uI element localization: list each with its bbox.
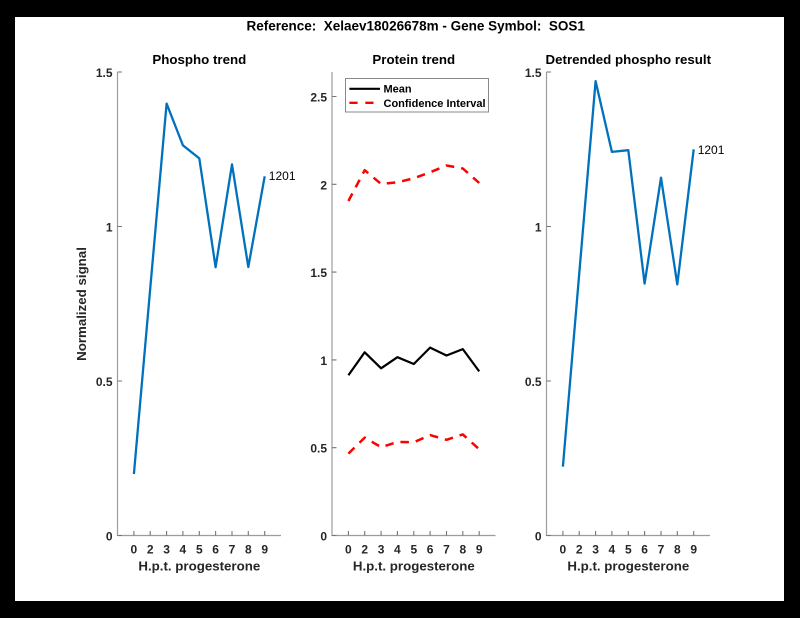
svg-text:7: 7: [658, 542, 665, 556]
svg-text:3: 3: [163, 542, 170, 556]
svg-text:2: 2: [320, 178, 327, 192]
svg-text:7: 7: [229, 542, 236, 556]
svg-text:0.5: 0.5: [525, 375, 542, 389]
svg-text:4: 4: [394, 542, 401, 556]
svg-text:9: 9: [690, 542, 697, 556]
svg-text:8: 8: [674, 542, 681, 556]
svg-text:4: 4: [609, 542, 616, 556]
svg-text:9: 9: [476, 542, 483, 556]
svg-text:1.5: 1.5: [310, 266, 327, 280]
svg-text:3: 3: [592, 542, 599, 556]
svg-text:6: 6: [427, 542, 434, 556]
svg-text:0: 0: [106, 530, 113, 544]
svg-text:4: 4: [180, 542, 187, 556]
svg-text:H.p.t. progesterone: H.p.t. progesterone: [567, 558, 689, 573]
svg-text:1201: 1201: [698, 143, 725, 157]
svg-text:Detrended phospho result: Detrended phospho result: [546, 52, 712, 67]
svg-text:1201: 1201: [269, 169, 296, 183]
svg-text:1: 1: [535, 221, 542, 235]
svg-text:0.5: 0.5: [96, 375, 113, 389]
svg-text:Normalized signal: Normalized signal: [74, 247, 89, 361]
svg-text:0: 0: [535, 530, 542, 544]
svg-text:Mean: Mean: [384, 84, 412, 96]
svg-text:1.5: 1.5: [96, 66, 113, 80]
svg-text:6: 6: [641, 542, 648, 556]
svg-text:9: 9: [261, 542, 268, 556]
svg-text:0: 0: [560, 542, 567, 556]
svg-text:8: 8: [459, 542, 466, 556]
svg-text:7: 7: [443, 542, 450, 556]
svg-text:Phospho trend: Phospho trend: [152, 52, 246, 67]
svg-text:Confidence Interval: Confidence Interval: [384, 98, 486, 110]
svg-text:0: 0: [131, 542, 138, 556]
svg-text:0.5: 0.5: [310, 442, 327, 456]
svg-text:5: 5: [196, 542, 203, 556]
svg-text:H.p.t. progesterone: H.p.t. progesterone: [353, 558, 475, 573]
svg-text:8: 8: [245, 542, 252, 556]
svg-text:1: 1: [106, 221, 113, 235]
svg-text:2: 2: [147, 542, 154, 556]
svg-text:2.5: 2.5: [310, 91, 327, 105]
svg-text:0: 0: [345, 542, 352, 556]
svg-text:H.p.t. progesterone: H.p.t. progesterone: [138, 558, 260, 573]
svg-text:5: 5: [410, 542, 417, 556]
svg-text:1: 1: [320, 354, 327, 368]
svg-text:2: 2: [361, 542, 368, 556]
svg-text:1.5: 1.5: [525, 66, 542, 80]
svg-text:Protein trend: Protein trend: [372, 52, 455, 67]
svg-text:3: 3: [378, 542, 385, 556]
svg-text:5: 5: [625, 542, 632, 556]
svg-text:6: 6: [212, 542, 219, 556]
svg-text:0: 0: [320, 530, 327, 544]
svg-text:Reference: Xelaev18026678m -: Reference: Xelaev18026678m - Gene Symbol…: [246, 19, 585, 34]
svg-text:2: 2: [576, 542, 583, 556]
